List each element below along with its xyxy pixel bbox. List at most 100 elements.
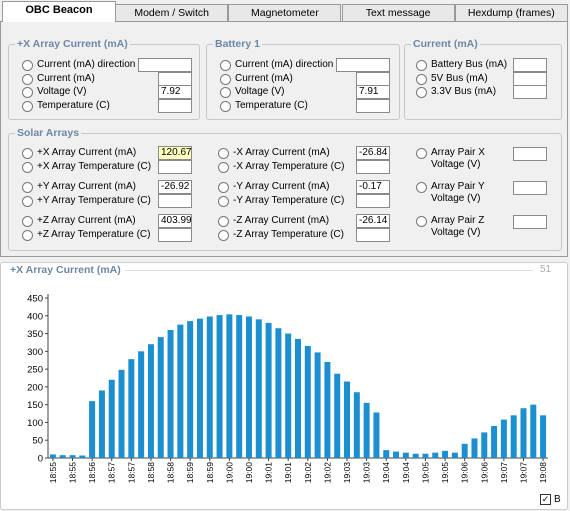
text-field[interactable] xyxy=(513,215,547,229)
field-label: Array Pair Y Voltage (V) xyxy=(431,181,485,204)
x-tick-label: 19:05 xyxy=(440,462,450,484)
radio-button[interactable] xyxy=(218,182,229,193)
radio-button[interactable] xyxy=(22,148,33,159)
bar xyxy=(393,451,400,458)
text-field[interactable]: 120.67 xyxy=(158,146,192,160)
x-tick-label: 19:00 xyxy=(224,462,234,484)
text-field[interactable] xyxy=(513,181,547,195)
x-tick-label: 19:06 xyxy=(479,462,489,484)
checkbox[interactable]: ✓ xyxy=(540,494,551,505)
text-field[interactable]: 7.92 xyxy=(158,85,192,99)
text-field[interactable] xyxy=(513,85,547,99)
text-field[interactable] xyxy=(158,227,192,242)
x-tick-label: 18:56 xyxy=(87,462,97,484)
tab[interactable]: Hexdump (frames) xyxy=(454,4,568,21)
radio-button[interactable] xyxy=(22,60,33,71)
tab[interactable]: OBC Beacon xyxy=(2,1,116,22)
radio-button[interactable] xyxy=(22,73,33,85)
y-tick-label: 0 xyxy=(38,454,43,465)
radio-button[interactable] xyxy=(22,87,33,98)
field-label: +Y Array Current (mA) xyxy=(37,181,137,192)
text-field[interactable] xyxy=(158,159,192,174)
radio-button[interactable] xyxy=(218,229,229,241)
bar xyxy=(295,338,301,458)
text-field[interactable] xyxy=(513,71,547,86)
radio-button[interactable] xyxy=(416,148,427,159)
bar xyxy=(461,443,468,458)
bar xyxy=(324,362,331,458)
tab[interactable]: Modem / Switch xyxy=(115,4,229,21)
x-tick-label: 19:00 xyxy=(244,462,254,484)
x-tick-label: 18:59 xyxy=(205,462,215,484)
radio-button[interactable] xyxy=(416,73,427,85)
tab[interactable]: Magnetometer xyxy=(228,4,342,21)
radio-button[interactable] xyxy=(218,161,229,173)
bar xyxy=(206,316,213,458)
radio-button[interactable] xyxy=(416,60,427,71)
bar xyxy=(245,316,252,458)
text-field[interactable] xyxy=(356,71,390,86)
bar xyxy=(363,402,370,458)
x-tick-label: 18:58 xyxy=(166,462,176,484)
radio-button[interactable] xyxy=(22,161,33,173)
field-label: -Y Array Temperature (C) xyxy=(233,194,345,206)
panel-title: +X Array Current (mA) xyxy=(10,264,121,276)
y-tick-label: 50 xyxy=(32,436,43,447)
radio-button[interactable] xyxy=(218,148,229,159)
text-field[interactable] xyxy=(356,193,390,208)
field-label: +X Array Temperature (C) xyxy=(37,160,152,172)
radio-button[interactable] xyxy=(416,182,427,193)
text-field[interactable] xyxy=(138,58,192,72)
text-field[interactable] xyxy=(356,98,390,113)
radio-button[interactable] xyxy=(22,216,33,227)
radio-button[interactable] xyxy=(220,87,231,98)
tab[interactable]: Text message xyxy=(341,4,455,21)
radio-button[interactable] xyxy=(22,195,33,207)
text-field[interactable]: -26.14 xyxy=(356,214,390,228)
bar xyxy=(128,359,135,458)
x-tick-label: 19:02 xyxy=(322,462,332,484)
text-field[interactable] xyxy=(356,159,390,174)
y-tick-label: 100 xyxy=(27,418,43,429)
radio-button[interactable] xyxy=(416,87,427,98)
text-field[interactable]: -26.84 xyxy=(356,146,390,160)
radio-button[interactable] xyxy=(220,100,231,112)
field-label: -Z Array Temperature (C) xyxy=(233,228,344,240)
radio-button[interactable] xyxy=(416,216,427,227)
y-tick-label: 250 xyxy=(27,365,43,376)
text-field[interactable] xyxy=(158,98,192,113)
radio-button[interactable] xyxy=(22,100,33,112)
field-label: +Z Array Current (mA) xyxy=(37,215,136,226)
text-field[interactable] xyxy=(336,58,390,72)
bar xyxy=(196,318,203,458)
field-label: +Y Array Temperature (C) xyxy=(37,194,151,206)
field-label: Current (mA) xyxy=(235,72,293,84)
bar xyxy=(422,453,429,458)
radio-button[interactable] xyxy=(22,229,33,241)
field-label: Current (mA) direction xyxy=(235,59,334,70)
text-field[interactable] xyxy=(158,193,192,208)
group-box: Solar Arrays xyxy=(8,127,562,251)
text-field[interactable]: 7.91 xyxy=(356,85,390,99)
radio-button[interactable] xyxy=(220,73,231,85)
radio-button[interactable] xyxy=(218,195,229,207)
group-box: +X Array Current (mA) xyxy=(8,38,200,120)
text-field[interactable]: -0.17 xyxy=(356,180,390,194)
radio-button[interactable] xyxy=(220,60,231,71)
x-tick-label: 19:03 xyxy=(342,462,352,484)
field-label: Current (mA) direction xyxy=(37,59,136,70)
bar xyxy=(412,453,419,458)
bar xyxy=(49,454,56,458)
text-field[interactable] xyxy=(513,147,547,161)
text-field[interactable]: 403.99 xyxy=(158,214,192,228)
text-field[interactable] xyxy=(356,227,390,242)
text-field[interactable] xyxy=(158,71,192,86)
x-tick-label: 18:59 xyxy=(185,462,195,484)
text-field[interactable] xyxy=(513,58,547,72)
text-field[interactable]: -26.92 xyxy=(158,180,192,194)
x-tick-label: 19:05 xyxy=(420,462,430,484)
radio-button[interactable] xyxy=(218,216,229,227)
radio-button[interactable] xyxy=(22,182,33,193)
bar xyxy=(118,369,125,458)
